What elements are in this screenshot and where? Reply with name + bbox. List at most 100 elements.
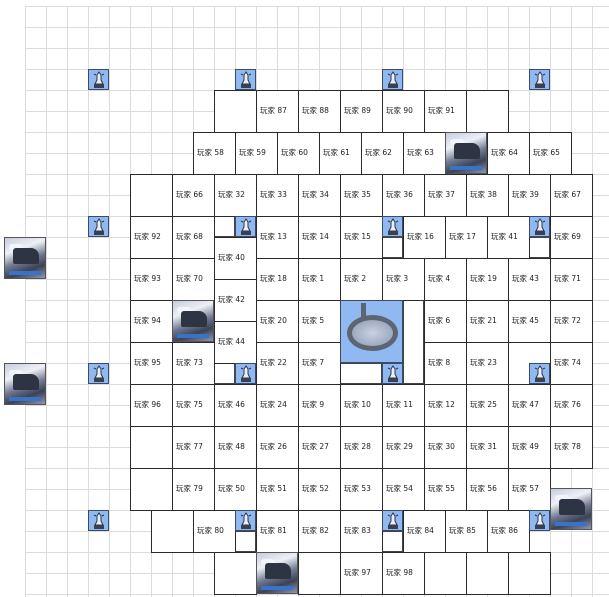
- player-tile[interactable]: 玩家 27: [298, 426, 341, 469]
- player-tile[interactable]: 玩家 76: [550, 384, 593, 427]
- player-tile[interactable]: 玩家 34: [298, 174, 341, 217]
- player-tile[interactable]: 玩家 79: [172, 468, 215, 511]
- empty-tile[interactable]: [130, 426, 173, 469]
- player-tile[interactable]: 玩家 2: [340, 258, 383, 301]
- player-tile[interactable]: 玩家 17: [445, 216, 488, 259]
- player-tile[interactable]: 玩家 42: [214, 279, 257, 322]
- player-tile[interactable]: 玩家 25: [466, 384, 509, 427]
- player-tile[interactable]: 玩家 51: [256, 468, 299, 511]
- lighthouse-tower-icon[interactable]: [529, 69, 550, 90]
- lighthouse-tower-icon[interactable]: [235, 510, 256, 531]
- player-tile[interactable]: 玩家 71: [550, 258, 593, 301]
- player-tile[interactable]: 玩家 23: [466, 342, 509, 385]
- player-tile[interactable]: 玩家 50: [214, 468, 257, 511]
- player-tile[interactable]: 玩家 96: [130, 384, 173, 427]
- player-tile[interactable]: 玩家 5: [298, 300, 341, 343]
- lighthouse-tower-icon[interactable]: [235, 363, 256, 384]
- player-tile[interactable]: 玩家 14: [298, 216, 341, 259]
- player-tile[interactable]: 玩家 58: [193, 132, 236, 175]
- player-tile[interactable]: 玩家 39: [508, 174, 551, 217]
- player-tile[interactable]: 玩家 56: [466, 468, 509, 511]
- player-tile[interactable]: 玩家 93: [130, 258, 173, 301]
- player-tile[interactable]: 玩家 48: [214, 426, 257, 469]
- lighthouse-tower-icon[interactable]: [382, 69, 403, 90]
- player-tile[interactable]: 玩家 78: [550, 426, 593, 469]
- player-tile[interactable]: 玩家 88: [298, 90, 341, 133]
- player-tile[interactable]: 玩家 98: [382, 552, 425, 595]
- player-tile[interactable]: 玩家 40: [214, 237, 257, 280]
- player-tile[interactable]: 玩家 91: [424, 90, 467, 133]
- player-tile[interactable]: 玩家 19: [466, 258, 509, 301]
- player-tile[interactable]: 玩家 72: [550, 300, 593, 343]
- player-tile[interactable]: 玩家 70: [172, 258, 215, 301]
- player-tile[interactable]: 玩家 89: [340, 90, 383, 133]
- player-tile[interactable]: 玩家 41: [487, 216, 530, 259]
- player-tile[interactable]: 玩家 74: [550, 342, 593, 385]
- player-tile[interactable]: 玩家 36: [382, 174, 425, 217]
- empty-tile[interactable]: [214, 363, 235, 384]
- empty-tile[interactable]: [151, 510, 194, 553]
- player-tile[interactable]: 玩家 77: [172, 426, 215, 469]
- lighthouse-tower-icon[interactable]: [235, 69, 256, 90]
- player-tile[interactable]: 玩家 60: [277, 132, 320, 175]
- lighthouse-tower-icon[interactable]: [88, 216, 109, 237]
- player-tile[interactable]: 玩家 64: [487, 132, 530, 175]
- player-tile[interactable]: 玩家 20: [256, 300, 299, 343]
- lighthouse-tower-icon[interactable]: [382, 510, 403, 531]
- player-tile[interactable]: 玩家 53: [340, 468, 383, 511]
- player-tile[interactable]: 玩家 33: [256, 174, 299, 217]
- empty-tile[interactable]: [466, 90, 509, 133]
- player-tile[interactable]: 玩家 26: [256, 426, 299, 469]
- player-tile[interactable]: 玩家 61: [319, 132, 362, 175]
- player-tile[interactable]: 玩家 63: [403, 132, 446, 175]
- player-tile[interactable]: 玩家 80: [193, 510, 236, 553]
- tank-fortress-icon[interactable]: [550, 488, 592, 530]
- player-tile[interactable]: 玩家 75: [172, 384, 215, 427]
- player-tile[interactable]: 玩家 90: [382, 90, 425, 133]
- player-tile[interactable]: 玩家 85: [445, 510, 488, 553]
- player-tile[interactable]: 玩家 28: [340, 426, 383, 469]
- lighthouse-tower-icon[interactable]: [235, 216, 256, 237]
- player-tile[interactable]: 玩家 7: [298, 342, 341, 385]
- lighthouse-tower-icon[interactable]: [382, 216, 403, 237]
- lighthouse-tower-icon[interactable]: [88, 69, 109, 90]
- empty-tile[interactable]: [130, 468, 173, 511]
- player-tile[interactable]: 玩家 59: [235, 132, 278, 175]
- player-tile[interactable]: 玩家 29: [382, 426, 425, 469]
- player-tile[interactable]: 玩家 68: [172, 216, 215, 259]
- player-tile[interactable]: 玩家 66: [172, 174, 215, 217]
- player-tile[interactable]: 玩家 15: [340, 216, 383, 259]
- empty-tile[interactable]: [403, 300, 424, 384]
- player-tile[interactable]: 玩家 37: [424, 174, 467, 217]
- tank-fortress-icon[interactable]: [172, 300, 214, 342]
- empty-tile[interactable]: [214, 552, 257, 595]
- player-tile[interactable]: 玩家 3: [382, 258, 425, 301]
- center-arena-icon[interactable]: [340, 300, 403, 363]
- player-tile[interactable]: 玩家 45: [508, 300, 551, 343]
- player-tile[interactable]: 玩家 16: [403, 216, 446, 259]
- lighthouse-tower-icon[interactable]: [88, 363, 109, 384]
- player-tile[interactable]: 玩家 31: [466, 426, 509, 469]
- player-tile[interactable]: 玩家 54: [382, 468, 425, 511]
- lighthouse-tower-icon[interactable]: [529, 510, 550, 531]
- player-tile[interactable]: 玩家 21: [466, 300, 509, 343]
- lighthouse-tower-icon[interactable]: [382, 363, 403, 384]
- lighthouse-tower-icon[interactable]: [529, 363, 550, 384]
- player-tile[interactable]: 玩家 30: [424, 426, 467, 469]
- player-tile[interactable]: 玩家 95: [130, 342, 173, 385]
- player-tile[interactable]: 玩家 35: [340, 174, 383, 217]
- player-tile[interactable]: 玩家 83: [340, 510, 383, 553]
- empty-tile[interactable]: [382, 237, 403, 258]
- player-tile[interactable]: 玩家 49: [508, 426, 551, 469]
- player-tile[interactable]: 玩家 12: [424, 384, 467, 427]
- player-tile[interactable]: 玩家 24: [256, 384, 299, 427]
- tank-fortress-icon[interactable]: [4, 237, 46, 279]
- empty-tile[interactable]: [340, 363, 382, 384]
- empty-tile[interactable]: [235, 531, 256, 552]
- empty-tile[interactable]: [130, 174, 173, 217]
- player-tile[interactable]: 玩家 73: [172, 342, 215, 385]
- player-tile[interactable]: 玩家 10: [340, 384, 383, 427]
- player-tile[interactable]: 玩家 13: [256, 216, 299, 259]
- player-tile[interactable]: 玩家 62: [361, 132, 404, 175]
- empty-tile[interactable]: [298, 552, 341, 595]
